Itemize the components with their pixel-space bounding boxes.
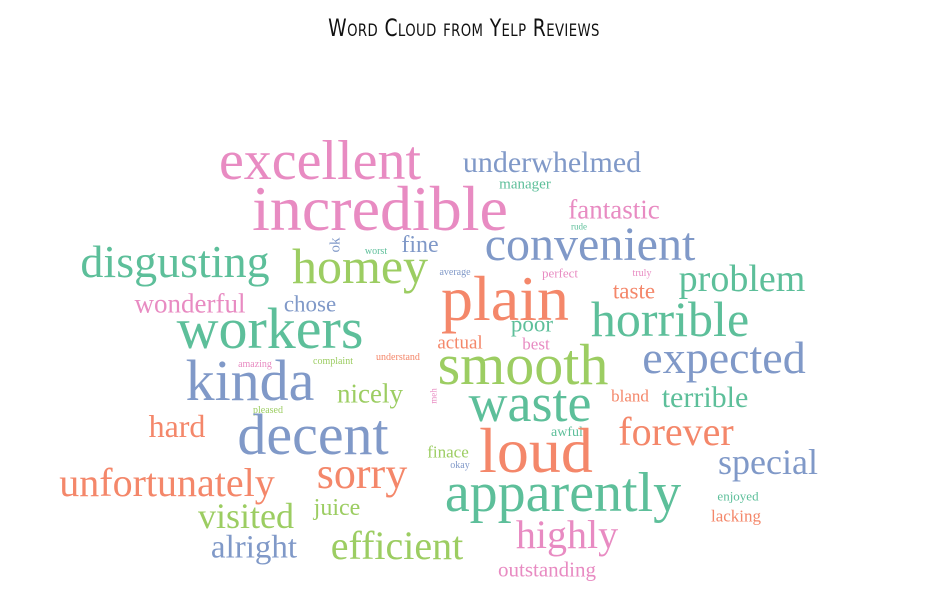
cloud-word: terrible (661, 381, 749, 414)
cloud-word: excellent (218, 130, 422, 192)
cloud-word: poor (510, 311, 554, 337)
cloud-word: smooth (437, 332, 609, 397)
cloud-word: hard (148, 408, 206, 444)
cloud-word: perfect (541, 265, 579, 281)
cloud-word: expected (642, 332, 806, 383)
cloud-word: worst (364, 246, 388, 257)
cloud-word: juice (313, 495, 361, 521)
cloud-word: kinda (185, 348, 315, 413)
cloud-word: wonderful (134, 288, 246, 319)
cloud-word: lacking (710, 506, 762, 526)
cloud-word: alright (210, 529, 298, 566)
cloud-word: fantastic (568, 194, 660, 225)
cloud-word: nicely (337, 378, 403, 409)
cloud-word: bland (611, 386, 649, 406)
cloud-word: understand (376, 352, 420, 363)
cloud-word: special (718, 442, 818, 482)
cloud-word: outstanding (498, 557, 596, 582)
cloud-word: highly (515, 512, 619, 557)
cloud-word: underwhelmed (462, 146, 642, 179)
cloud-word: problem (678, 258, 806, 300)
cloud-word: pleased (253, 405, 283, 416)
cloud-word: visited (198, 496, 294, 536)
cloud-word: sorry (316, 449, 408, 498)
cloud-word: awful (551, 425, 583, 440)
cloud-word: enjoyed (717, 488, 759, 504)
cloud-word: homey (291, 238, 429, 294)
cloud-word: plain (441, 263, 569, 334)
cloud-word: fine (401, 232, 439, 258)
cloud-word: workers (176, 296, 364, 361)
cloud-word: incredible (252, 173, 508, 244)
cloud-word: truly (632, 268, 652, 279)
cloud-word: manager (499, 176, 551, 193)
cloud-word: okay (450, 460, 470, 471)
cloud-word: complaint (313, 356, 353, 367)
cloud-word: apparently (444, 462, 682, 524)
cloud-word: taste (612, 278, 656, 304)
chart-title: Word Cloud from Yelp Reviews (328, 14, 600, 42)
cloud-word: rude (571, 221, 587, 232)
cloud-word: decent (237, 402, 389, 467)
cloud-word: forever (618, 409, 734, 454)
cloud-word: chose (283, 291, 337, 317)
cloud-word: meh (428, 388, 439, 404)
cloud-word: amazing (238, 359, 272, 370)
cloud-word: unfortunately (59, 460, 275, 505)
cloud-word: actual (437, 332, 483, 354)
cloud-word: loud (479, 415, 593, 486)
cloud-word: horrible (590, 291, 750, 347)
cloud-word: best (522, 334, 550, 354)
cloud-word: disgusting (80, 236, 270, 287)
cloud-word: waste (468, 373, 592, 433)
cloud-word: efficient (330, 523, 464, 568)
cloud-word: finace (427, 442, 469, 462)
cloud-word: average (439, 267, 471, 278)
cloud-word: convenient (484, 218, 696, 271)
